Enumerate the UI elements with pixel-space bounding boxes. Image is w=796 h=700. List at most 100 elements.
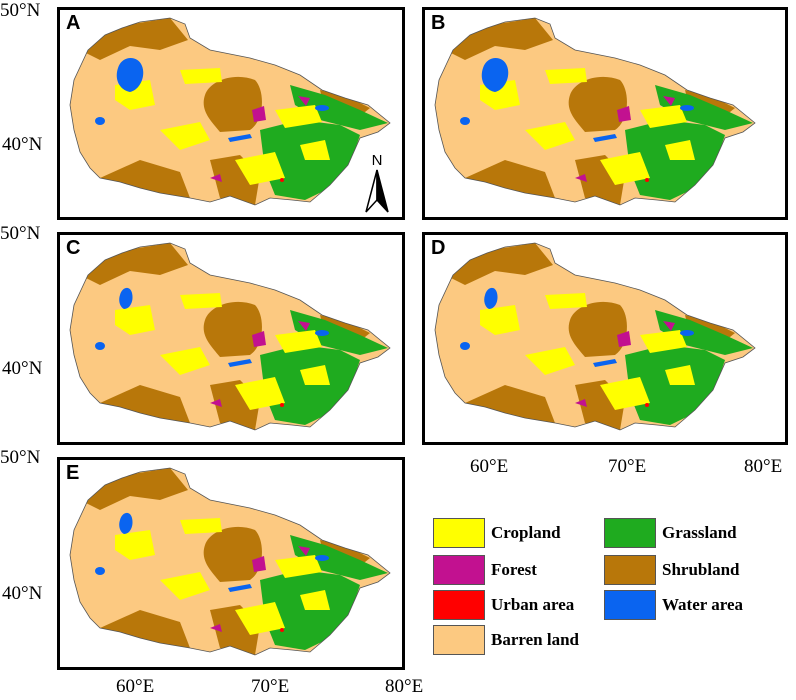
lat-label-40n: 40°N [2, 134, 43, 155]
basin-boundary [434, 17, 756, 206]
cropland-area [300, 590, 330, 610]
legend-label: Forest [491, 560, 537, 579]
land-cover-map [69, 467, 391, 656]
legend-item-cropland: Cropland [433, 518, 561, 548]
legend-label: Cropland [491, 523, 561, 542]
shrubland-area [100, 385, 190, 423]
urban-area [280, 178, 284, 182]
shrubland-area [203, 76, 262, 132]
lat-label-50n: 50°N [0, 0, 41, 21]
urban-area [645, 403, 649, 407]
land-cover-map [69, 242, 391, 431]
cropland-area [525, 122, 575, 150]
legend-item-barren-land: Barren land [433, 625, 579, 655]
shrubland-area [465, 385, 555, 423]
lat-label-40n: 40°N [2, 583, 43, 604]
land-cover-map [69, 17, 391, 206]
basin-boundary [69, 467, 391, 656]
lake-water [95, 567, 105, 575]
cropland-area [115, 305, 155, 335]
lake-water [460, 117, 470, 125]
land-cover-map [434, 17, 756, 206]
legend-label: Grassland [662, 523, 737, 542]
lake-water [315, 330, 329, 336]
north-arrow-icon: N [365, 152, 389, 213]
legend-swatch [604, 590, 656, 620]
lon-label-70e: 70°E [608, 456, 647, 477]
cropland-area [480, 305, 520, 335]
legend-label: Barren land [491, 630, 580, 649]
basin-boundary [434, 242, 756, 431]
forest-area [298, 546, 310, 556]
cropland-area [665, 365, 695, 385]
cropland-area [545, 68, 587, 84]
cropland-area [300, 365, 330, 385]
panel-label: C [66, 237, 81, 259]
panel-label: D [431, 237, 446, 259]
shrubland-area [203, 301, 262, 357]
urban-area [280, 403, 284, 407]
cropland-area [180, 68, 222, 84]
lon-label-80e: 80°E [744, 456, 783, 477]
lake-water [95, 342, 105, 350]
forest-area [575, 399, 587, 407]
basin-boundary [69, 17, 391, 206]
basin-boundary [69, 242, 391, 431]
legend-swatch [433, 625, 485, 655]
reservoir-water [593, 134, 617, 142]
lat-label-40n: 40°N [2, 358, 43, 379]
shrubland-area [100, 160, 190, 198]
forest-area [252, 331, 266, 347]
aral-sea-water [116, 57, 144, 92]
legend-label: Water area [662, 595, 744, 614]
legend-swatch [433, 590, 485, 620]
reservoir-water [228, 359, 252, 367]
grassland-area [655, 85, 753, 130]
lon-label-60e: 60°E [116, 676, 155, 697]
legend-item-shrubland: Shrubland [604, 555, 740, 585]
map-panel-d: D [422, 232, 788, 445]
cropland-area [640, 330, 687, 353]
cropland-area [160, 572, 210, 600]
north-arrow-label: N [372, 152, 383, 169]
cropland-area [545, 293, 587, 309]
forest-area [210, 399, 222, 407]
grassland-area [290, 85, 388, 130]
land-cover-map [434, 242, 756, 431]
cropland-area [300, 140, 330, 160]
lake-water [315, 555, 329, 561]
cropland-area [235, 602, 285, 635]
map-panel-e: E [57, 457, 405, 670]
shrubland-area [465, 160, 555, 198]
lat-label-50n: 50°N [0, 223, 41, 244]
cropland-area [600, 377, 650, 410]
cropland-area [275, 555, 322, 578]
lake-water [680, 105, 694, 111]
cropland-area [640, 105, 687, 128]
legend-label: Urban area [491, 595, 575, 614]
forest-area [252, 106, 266, 122]
grassland-area [290, 535, 388, 580]
cropland-area [160, 347, 210, 375]
lon-label-70e: 70°E [251, 676, 290, 697]
panel-label: A [66, 12, 81, 34]
lon-label-80e: 80°E [385, 676, 424, 697]
cropland-area [600, 152, 650, 185]
legend-swatch [604, 518, 656, 548]
cropland-area [525, 347, 575, 375]
shrubland-area [80, 468, 188, 510]
cropland-area [665, 140, 695, 160]
forest-area [663, 96, 675, 106]
forest-area [575, 174, 587, 182]
legend-item-forest: Forest [433, 555, 537, 585]
cropland-area [275, 105, 322, 128]
aral-sea-water [484, 287, 498, 309]
grassland-area [290, 310, 388, 355]
legend-item-water-area: Water area [604, 590, 743, 620]
reservoir-water [593, 359, 617, 367]
lon-label-60e: 60°E [470, 456, 509, 477]
legend-item-grassland: Grassland [604, 518, 737, 548]
forest-area [210, 624, 222, 632]
cropland-area [180, 518, 222, 534]
map-panel-a: A N [57, 7, 405, 220]
